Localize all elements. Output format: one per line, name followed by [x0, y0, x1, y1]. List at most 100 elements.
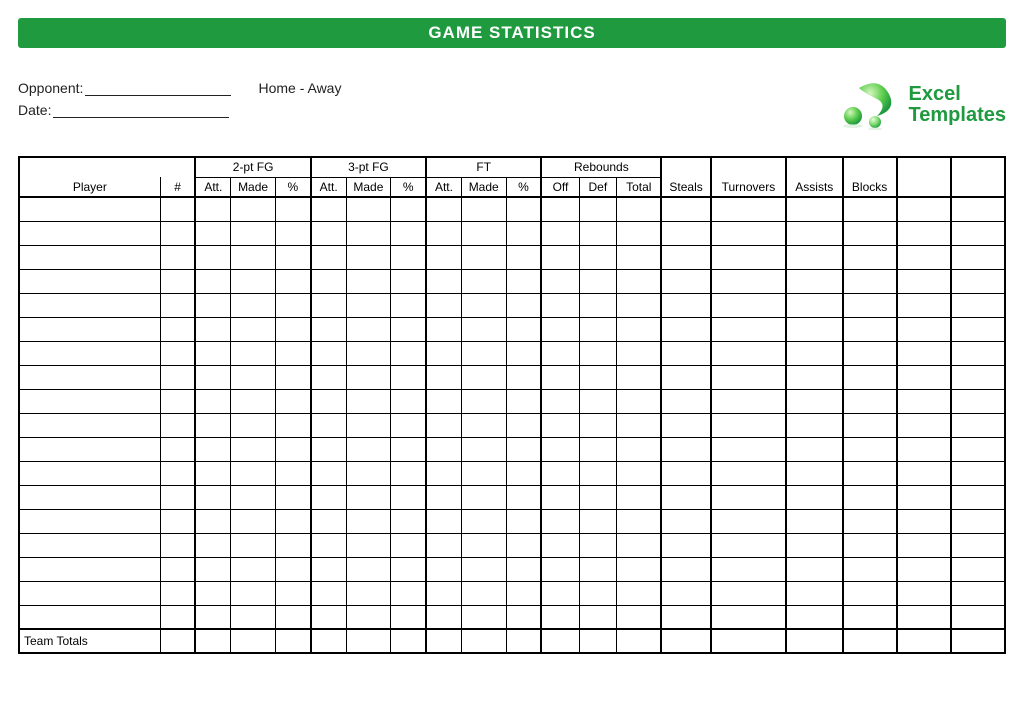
cell	[541, 317, 579, 341]
cell	[951, 533, 1005, 557]
cell	[843, 533, 897, 557]
cell	[231, 317, 276, 341]
cell	[275, 413, 310, 437]
cell	[843, 269, 897, 293]
cell	[951, 437, 1005, 461]
cell	[231, 605, 276, 629]
cell	[160, 557, 195, 581]
cell	[506, 365, 541, 389]
cell	[275, 317, 310, 341]
table-row	[19, 557, 1005, 581]
cell	[661, 341, 710, 365]
column-header: Made	[461, 177, 506, 197]
cell	[661, 245, 710, 269]
title-bar: GAME STATISTICS	[18, 18, 1006, 48]
cell	[195, 221, 230, 245]
cell	[231, 365, 276, 389]
cell	[195, 605, 230, 629]
cell	[579, 197, 617, 221]
cell	[786, 557, 842, 581]
cell	[346, 197, 391, 221]
cell	[195, 485, 230, 509]
cell	[275, 461, 310, 485]
cell	[160, 437, 195, 461]
cell	[843, 437, 897, 461]
footer-cell	[661, 629, 710, 653]
cell	[617, 245, 662, 269]
cell	[541, 605, 579, 629]
cell	[951, 389, 1005, 413]
cell	[19, 605, 160, 629]
cell	[579, 365, 617, 389]
cell	[711, 533, 786, 557]
cell	[461, 413, 506, 437]
group-header: 2-pt FG	[195, 157, 310, 177]
cell	[661, 221, 710, 245]
cell	[951, 605, 1005, 629]
cell	[843, 557, 897, 581]
cell	[311, 413, 346, 437]
cell	[231, 245, 276, 269]
cell	[426, 293, 461, 317]
cell	[711, 461, 786, 485]
table-row	[19, 413, 1005, 437]
footer-cell	[391, 629, 426, 653]
cell	[897, 221, 951, 245]
cell	[391, 317, 426, 341]
cell	[711, 581, 786, 605]
cell	[506, 221, 541, 245]
table-row	[19, 341, 1005, 365]
cell	[951, 485, 1005, 509]
cell	[506, 437, 541, 461]
cell	[461, 605, 506, 629]
table-row	[19, 605, 1005, 629]
cell	[311, 389, 346, 413]
cell	[711, 341, 786, 365]
cell	[231, 437, 276, 461]
cell	[579, 293, 617, 317]
cell	[275, 581, 310, 605]
cell	[195, 293, 230, 317]
cell	[897, 269, 951, 293]
cell	[391, 245, 426, 269]
cell	[541, 485, 579, 509]
group-header	[711, 157, 786, 177]
cell	[951, 413, 1005, 437]
cell	[195, 341, 230, 365]
cell	[786, 365, 842, 389]
cell	[617, 485, 662, 509]
cell	[579, 389, 617, 413]
cell	[617, 605, 662, 629]
cell	[275, 509, 310, 533]
cell	[346, 413, 391, 437]
cell	[19, 245, 160, 269]
cell	[541, 509, 579, 533]
cell	[311, 365, 346, 389]
cell	[661, 509, 710, 533]
cell	[160, 605, 195, 629]
cell	[786, 605, 842, 629]
cell	[346, 437, 391, 461]
cell	[426, 221, 461, 245]
opponent-line: Opponent:	[18, 80, 231, 96]
cell	[897, 317, 951, 341]
page: GAME STATISTICS Opponent: Date: Home - A…	[0, 0, 1024, 654]
cell	[461, 509, 506, 533]
group-header	[843, 157, 897, 177]
cell	[275, 293, 310, 317]
cell	[160, 221, 195, 245]
group-header: FT	[426, 157, 541, 177]
date-label: Date:	[18, 102, 51, 118]
cell	[461, 485, 506, 509]
brand-logo-icon	[839, 80, 901, 130]
cell	[661, 293, 710, 317]
cell	[160, 581, 195, 605]
cell	[661, 269, 710, 293]
cell	[579, 581, 617, 605]
cell	[391, 461, 426, 485]
cell	[311, 461, 346, 485]
cell	[19, 533, 160, 557]
cell	[843, 365, 897, 389]
group-header	[897, 157, 951, 177]
group-header	[951, 157, 1005, 177]
